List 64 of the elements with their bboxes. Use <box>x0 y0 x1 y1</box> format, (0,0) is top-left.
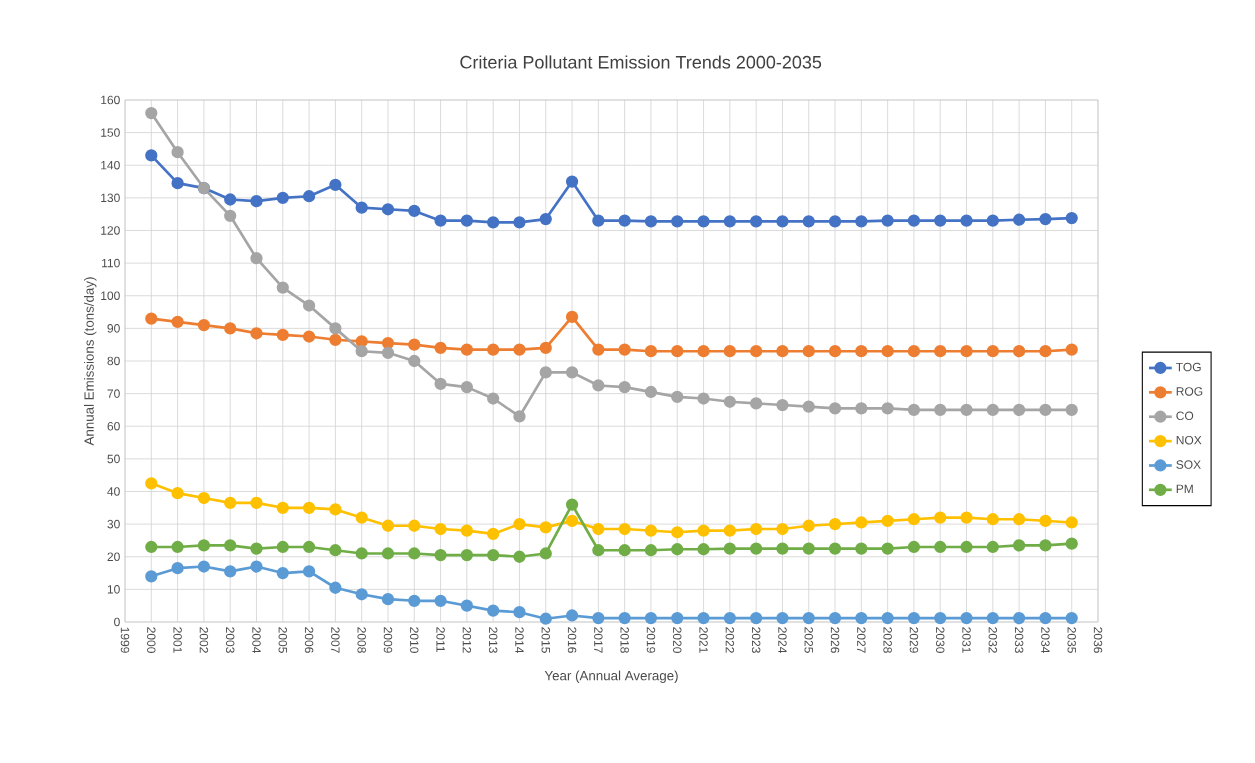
y-tick-label: 80 <box>107 356 120 366</box>
x-tick-label: 2029 <box>909 627 919 653</box>
x-tick-label: 2008 <box>357 627 366 653</box>
y-tick-label: 40 <box>107 487 120 496</box>
x-tick-label: 2005 <box>278 627 288 653</box>
legend-label: SOX <box>1176 460 1201 469</box>
x-tick-label: 2028 <box>883 627 892 653</box>
x-tick-label: 2015 <box>541 627 551 653</box>
y-tick-label: 140 <box>101 160 120 170</box>
x-tick-label: 2032 <box>988 627 998 653</box>
x-tick-label: 2016 <box>567 627 577 653</box>
legend-label: TOG <box>1176 362 1201 372</box>
x-tick-label: 2020 <box>673 627 682 653</box>
legend-label: ROG <box>1176 387 1203 396</box>
x-tick-label: 2035 <box>1067 627 1076 653</box>
chart-title: Criteria Pollutant Emission Trends 2000-2035 <box>460 55 822 69</box>
x-tick-label: 2017 <box>594 627 603 653</box>
x-tick-label: 2030 <box>935 627 945 653</box>
x-tick-label: 1999 <box>120 627 130 653</box>
y-tick-label: 50 <box>107 454 120 464</box>
x-tick-label: 2002 <box>199 627 209 653</box>
x-tick-label: 2007 <box>331 627 340 653</box>
y-tick-label: 110 <box>102 258 120 268</box>
y-tick-label: 60 <box>107 421 120 431</box>
y-tick-label: 120 <box>101 226 120 235</box>
x-tick-label: 2025 <box>804 627 813 653</box>
y-tick-label: 160 <box>101 95 120 105</box>
legend-label: NOX <box>1176 435 1202 445</box>
y-tick-label: 150 <box>101 128 120 137</box>
x-tick-label: 2024 <box>778 627 787 654</box>
x-tick-label: 2006 <box>304 627 314 653</box>
y-tick-label: 20 <box>107 552 120 561</box>
y-tick-label: 100 <box>101 291 120 300</box>
x-tick-label: 2013 <box>488 627 498 653</box>
x-tick-label: 2011 <box>436 627 445 652</box>
y-tick-label: 0 <box>114 617 120 627</box>
legend-label: CO <box>1176 411 1194 421</box>
y-tick-label: 10 <box>107 585 120 594</box>
x-tick-label: 2034 <box>1041 627 1050 654</box>
x-tick-label: 2026 <box>830 627 840 653</box>
legend-label: PM <box>1176 484 1193 493</box>
x-tick-label: 2023 <box>751 627 761 653</box>
x-tick-label: 2000 <box>147 627 156 653</box>
x-tick-label: 2019 <box>646 627 656 653</box>
x-tick-label: 2003 <box>225 627 235 653</box>
y-tick-label: 130 <box>101 193 120 203</box>
x-tick-label: 2001 <box>173 627 182 653</box>
y-tick-label: 30 <box>107 519 120 529</box>
x-axis-title: Year (Annual Average) <box>544 670 678 683</box>
x-tick-label: 2031 <box>962 627 971 653</box>
x-tick-label: 2021 <box>699 627 708 653</box>
x-tick-label: 2033 <box>1014 627 1024 653</box>
x-tick-label: 2010 <box>410 627 419 653</box>
y-axis-title: Annual Emissions (tons/day) <box>84 277 97 446</box>
x-tick-label: 2012 <box>462 627 472 653</box>
x-tick-label: 2027 <box>857 627 866 653</box>
x-tick-label: 2018 <box>620 627 629 653</box>
x-tick-label: 2022 <box>725 627 735 653</box>
x-tick-label: 2009 <box>383 627 393 653</box>
x-tick-label: 2036 <box>1093 627 1103 653</box>
x-tick-label: 2014 <box>515 627 524 654</box>
y-tick-label: 90 <box>107 324 120 333</box>
y-tick-label: 70 <box>107 389 120 398</box>
x-tick-label: 2004 <box>252 627 261 654</box>
